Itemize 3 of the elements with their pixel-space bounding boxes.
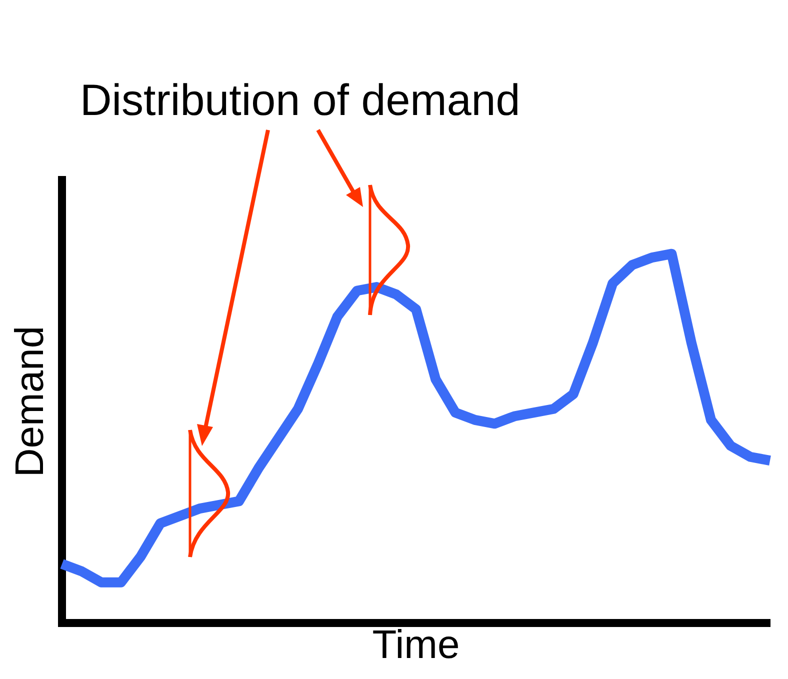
text: Distribution of demand xyxy=(80,76,520,126)
x-axis-title: Time xyxy=(372,623,460,668)
y-axis-title: Demand xyxy=(8,326,52,478)
